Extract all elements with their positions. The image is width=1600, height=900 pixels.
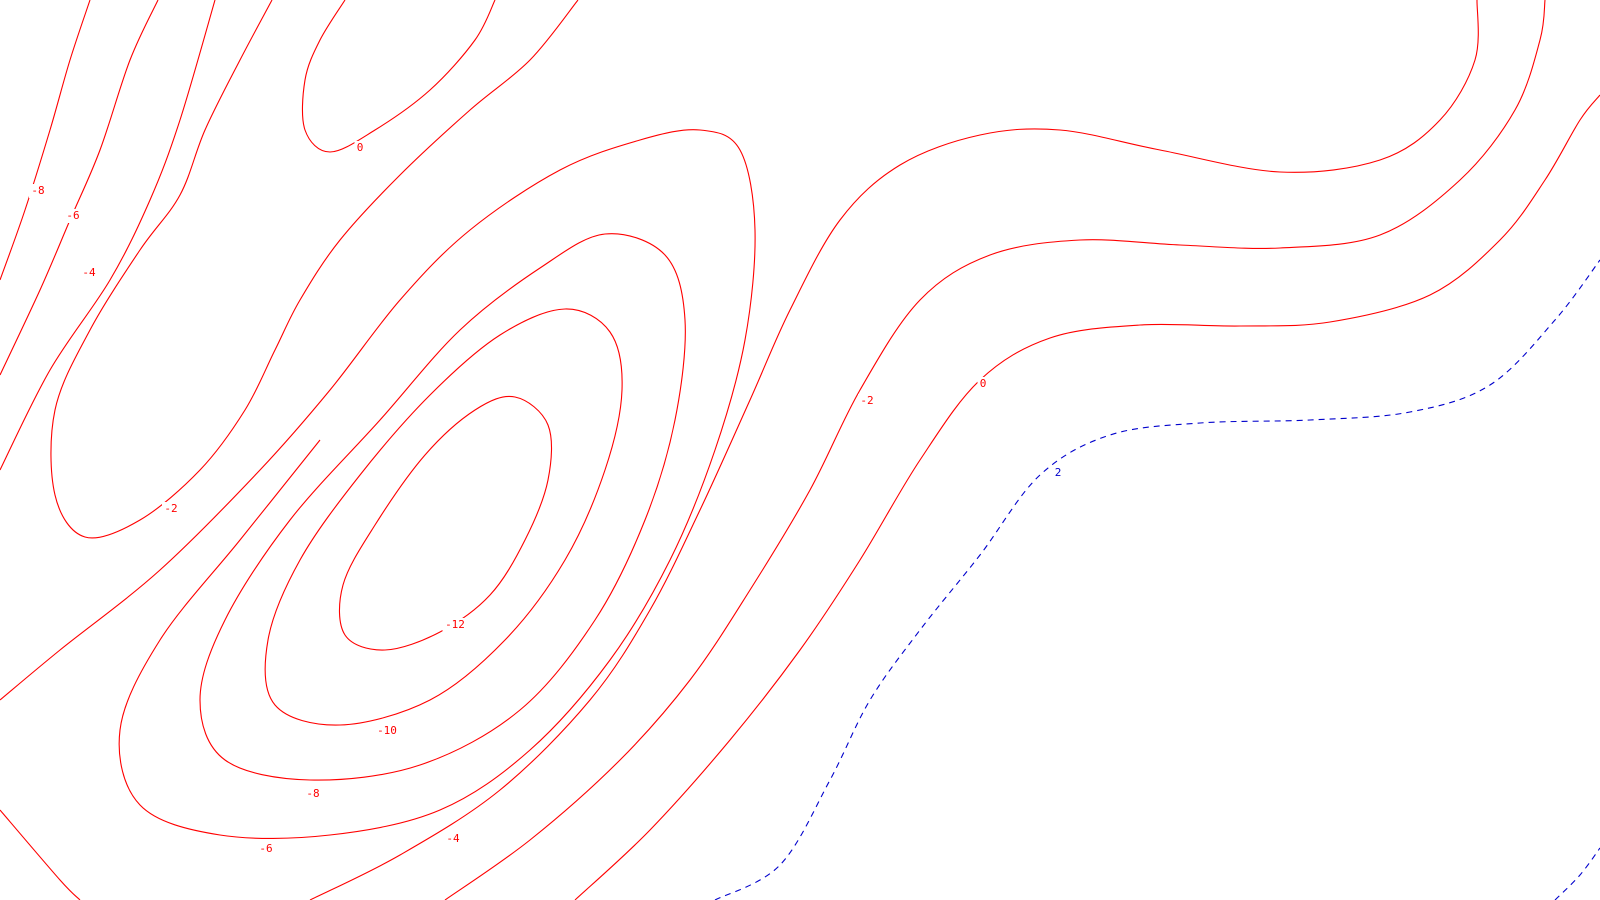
contour-label: 0 — [354, 141, 366, 155]
contour-label: -4 — [80, 266, 98, 280]
contour-label: -12 — [442, 618, 468, 632]
contour-label-text: -6 — [259, 842, 272, 855]
contour-label: -8 — [304, 787, 322, 801]
contour-line-minus-4-left — [0, 0, 216, 471]
contour-label-text: 0 — [980, 377, 987, 390]
contour-line-zero-upper-left — [301, 0, 496, 153]
contour-label-background — [64, 209, 82, 223]
contour-label-background — [977, 377, 989, 391]
contour-line-minus-2-main — [444, 0, 1546, 900]
contour-line-minus-4-bottom — [309, 0, 1479, 900]
contour-label: -4 — [444, 832, 462, 846]
contour-label-text: 0 — [357, 141, 364, 154]
contour-label-text: -8 — [31, 184, 44, 197]
contour-label: -10 — [374, 724, 400, 738]
contour-label-text: -4 — [446, 832, 460, 845]
contour-label-background — [162, 502, 180, 516]
contour-label-text: -4 — [82, 266, 96, 279]
contour-label-background — [858, 394, 876, 408]
contour-line-minus-2-left — [50, 0, 579, 539]
contour-label-text: -10 — [377, 724, 397, 737]
contour-label-text: -2 — [860, 394, 873, 407]
contour-line-plus-2 — [714, 259, 1600, 900]
contour-label-background — [257, 842, 275, 856]
contour-label-text: 2 — [1055, 466, 1062, 479]
contour-label: -6 — [257, 842, 275, 856]
contour-label: -6 — [64, 209, 82, 223]
contour-line-minus-10 — [264, 308, 623, 726]
contour-label: -2 — [858, 394, 876, 408]
contour-label-background — [1052, 466, 1064, 480]
contour-label-background — [442, 618, 468, 632]
contour-label-text: -6 — [66, 209, 79, 222]
contour-line-minus-8 — [199, 233, 686, 781]
contour-label-background — [354, 141, 366, 155]
contour-label-background — [304, 787, 322, 801]
contour-label-text: -12 — [445, 618, 465, 631]
contour-label-text: -2 — [164, 502, 177, 515]
contour-line-minus-12 — [338, 395, 553, 651]
contour-labels: -12 -10 -8 -8 -6 -6 -4 -4 -2 -2 0 0 2 — [29, 141, 1064, 856]
contour-line-minus-4-main — [0, 809, 81, 900]
contour-line-minus-6-left — [0, 0, 159, 376]
contour-label-background — [29, 184, 47, 198]
contour-line-minus-8-left — [0, 0, 91, 281]
contour-label: -8 — [29, 184, 47, 198]
contour-label: 2 — [1052, 466, 1064, 480]
contour-label-background — [374, 724, 400, 738]
contour-label-background — [80, 266, 98, 280]
contour-label-background — [444, 832, 462, 846]
contour-line-zero-main — [574, 94, 1600, 900]
contour-line-plus-2-corner — [1554, 847, 1600, 900]
contour-label-text: -8 — [306, 787, 319, 800]
contour-line-minus-6-upper — [0, 129, 756, 839]
contour-label: -2 — [162, 502, 180, 516]
contour-label: 0 — [977, 377, 989, 391]
